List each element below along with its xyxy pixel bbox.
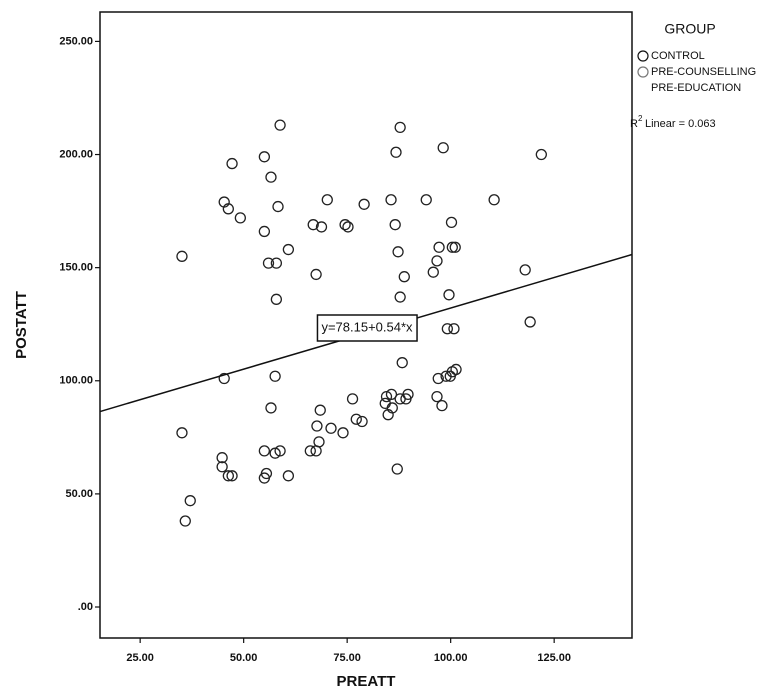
y-tick-label: 50.00 bbox=[65, 488, 93, 500]
point bbox=[340, 220, 350, 230]
point bbox=[270, 371, 280, 381]
point bbox=[266, 403, 276, 413]
r2-text: Linear = 0.063 bbox=[645, 118, 716, 130]
point bbox=[348, 394, 358, 404]
point bbox=[434, 242, 444, 252]
point bbox=[273, 202, 283, 212]
point bbox=[390, 220, 400, 230]
point bbox=[343, 222, 353, 232]
x-tick-label: 125.00 bbox=[537, 652, 571, 664]
point bbox=[395, 292, 405, 302]
point bbox=[315, 405, 325, 415]
r2-sup: 2 bbox=[638, 114, 643, 123]
chart: PREATT POSTATT GROUP .00 50.00 100.00 150.0… bbox=[0, 0, 776, 695]
point bbox=[275, 120, 285, 130]
fit-label: y=78.15+0.54*x bbox=[321, 319, 413, 334]
y-tick-label: 100.00 bbox=[59, 375, 93, 387]
x-tick-label: 25.00 bbox=[126, 652, 154, 664]
point bbox=[392, 464, 402, 474]
point bbox=[322, 195, 332, 205]
point bbox=[399, 272, 409, 282]
point bbox=[177, 428, 187, 438]
point bbox=[180, 516, 190, 526]
point bbox=[283, 245, 293, 255]
point bbox=[446, 217, 456, 227]
legend-label: CONTROL bbox=[651, 50, 705, 62]
point bbox=[386, 195, 396, 205]
x-axis-title: PREATT bbox=[337, 673, 396, 690]
y-tick-label: 200.00 bbox=[59, 148, 93, 160]
point bbox=[357, 416, 367, 426]
point bbox=[305, 446, 315, 456]
point bbox=[438, 143, 448, 153]
point bbox=[397, 358, 407, 368]
point bbox=[421, 195, 431, 205]
x-tick-label: 75.00 bbox=[333, 652, 361, 664]
point bbox=[185, 496, 195, 506]
y-tick-label: .00 bbox=[78, 601, 93, 613]
point bbox=[283, 471, 293, 481]
x-tick-label: 100.00 bbox=[434, 652, 468, 664]
point bbox=[338, 428, 348, 438]
point bbox=[437, 401, 447, 411]
legend-title: GROUP bbox=[664, 21, 715, 37]
legend-marker bbox=[638, 67, 648, 77]
x-tick-label: 50.00 bbox=[230, 652, 258, 664]
y-tick-label: 250.00 bbox=[59, 35, 93, 47]
legend-label: PRE-COUNSELLING bbox=[651, 66, 756, 78]
point bbox=[227, 159, 237, 169]
point bbox=[489, 195, 499, 205]
point bbox=[520, 265, 530, 275]
point bbox=[259, 226, 269, 236]
point bbox=[359, 199, 369, 209]
point bbox=[312, 421, 322, 431]
point bbox=[444, 290, 454, 300]
point bbox=[271, 294, 281, 304]
point bbox=[311, 446, 321, 456]
point bbox=[266, 172, 276, 182]
r2-base: R bbox=[630, 118, 638, 130]
point bbox=[235, 213, 245, 223]
legend-marker bbox=[638, 51, 648, 61]
point bbox=[393, 247, 403, 257]
point bbox=[428, 267, 438, 277]
legend-label: PRE-EDUCATION bbox=[651, 82, 741, 94]
point bbox=[326, 423, 336, 433]
point bbox=[395, 122, 405, 132]
point bbox=[259, 446, 269, 456]
point bbox=[311, 269, 321, 279]
point bbox=[177, 251, 187, 261]
point bbox=[351, 414, 361, 424]
point bbox=[432, 256, 442, 266]
point bbox=[432, 392, 442, 402]
y-axis-title: POSTATT bbox=[13, 291, 30, 359]
point bbox=[525, 317, 535, 327]
point bbox=[380, 398, 390, 408]
point bbox=[536, 150, 546, 160]
point bbox=[391, 147, 401, 157]
point bbox=[259, 152, 269, 162]
y-tick-label: 150.00 bbox=[59, 262, 93, 274]
point bbox=[449, 324, 459, 334]
